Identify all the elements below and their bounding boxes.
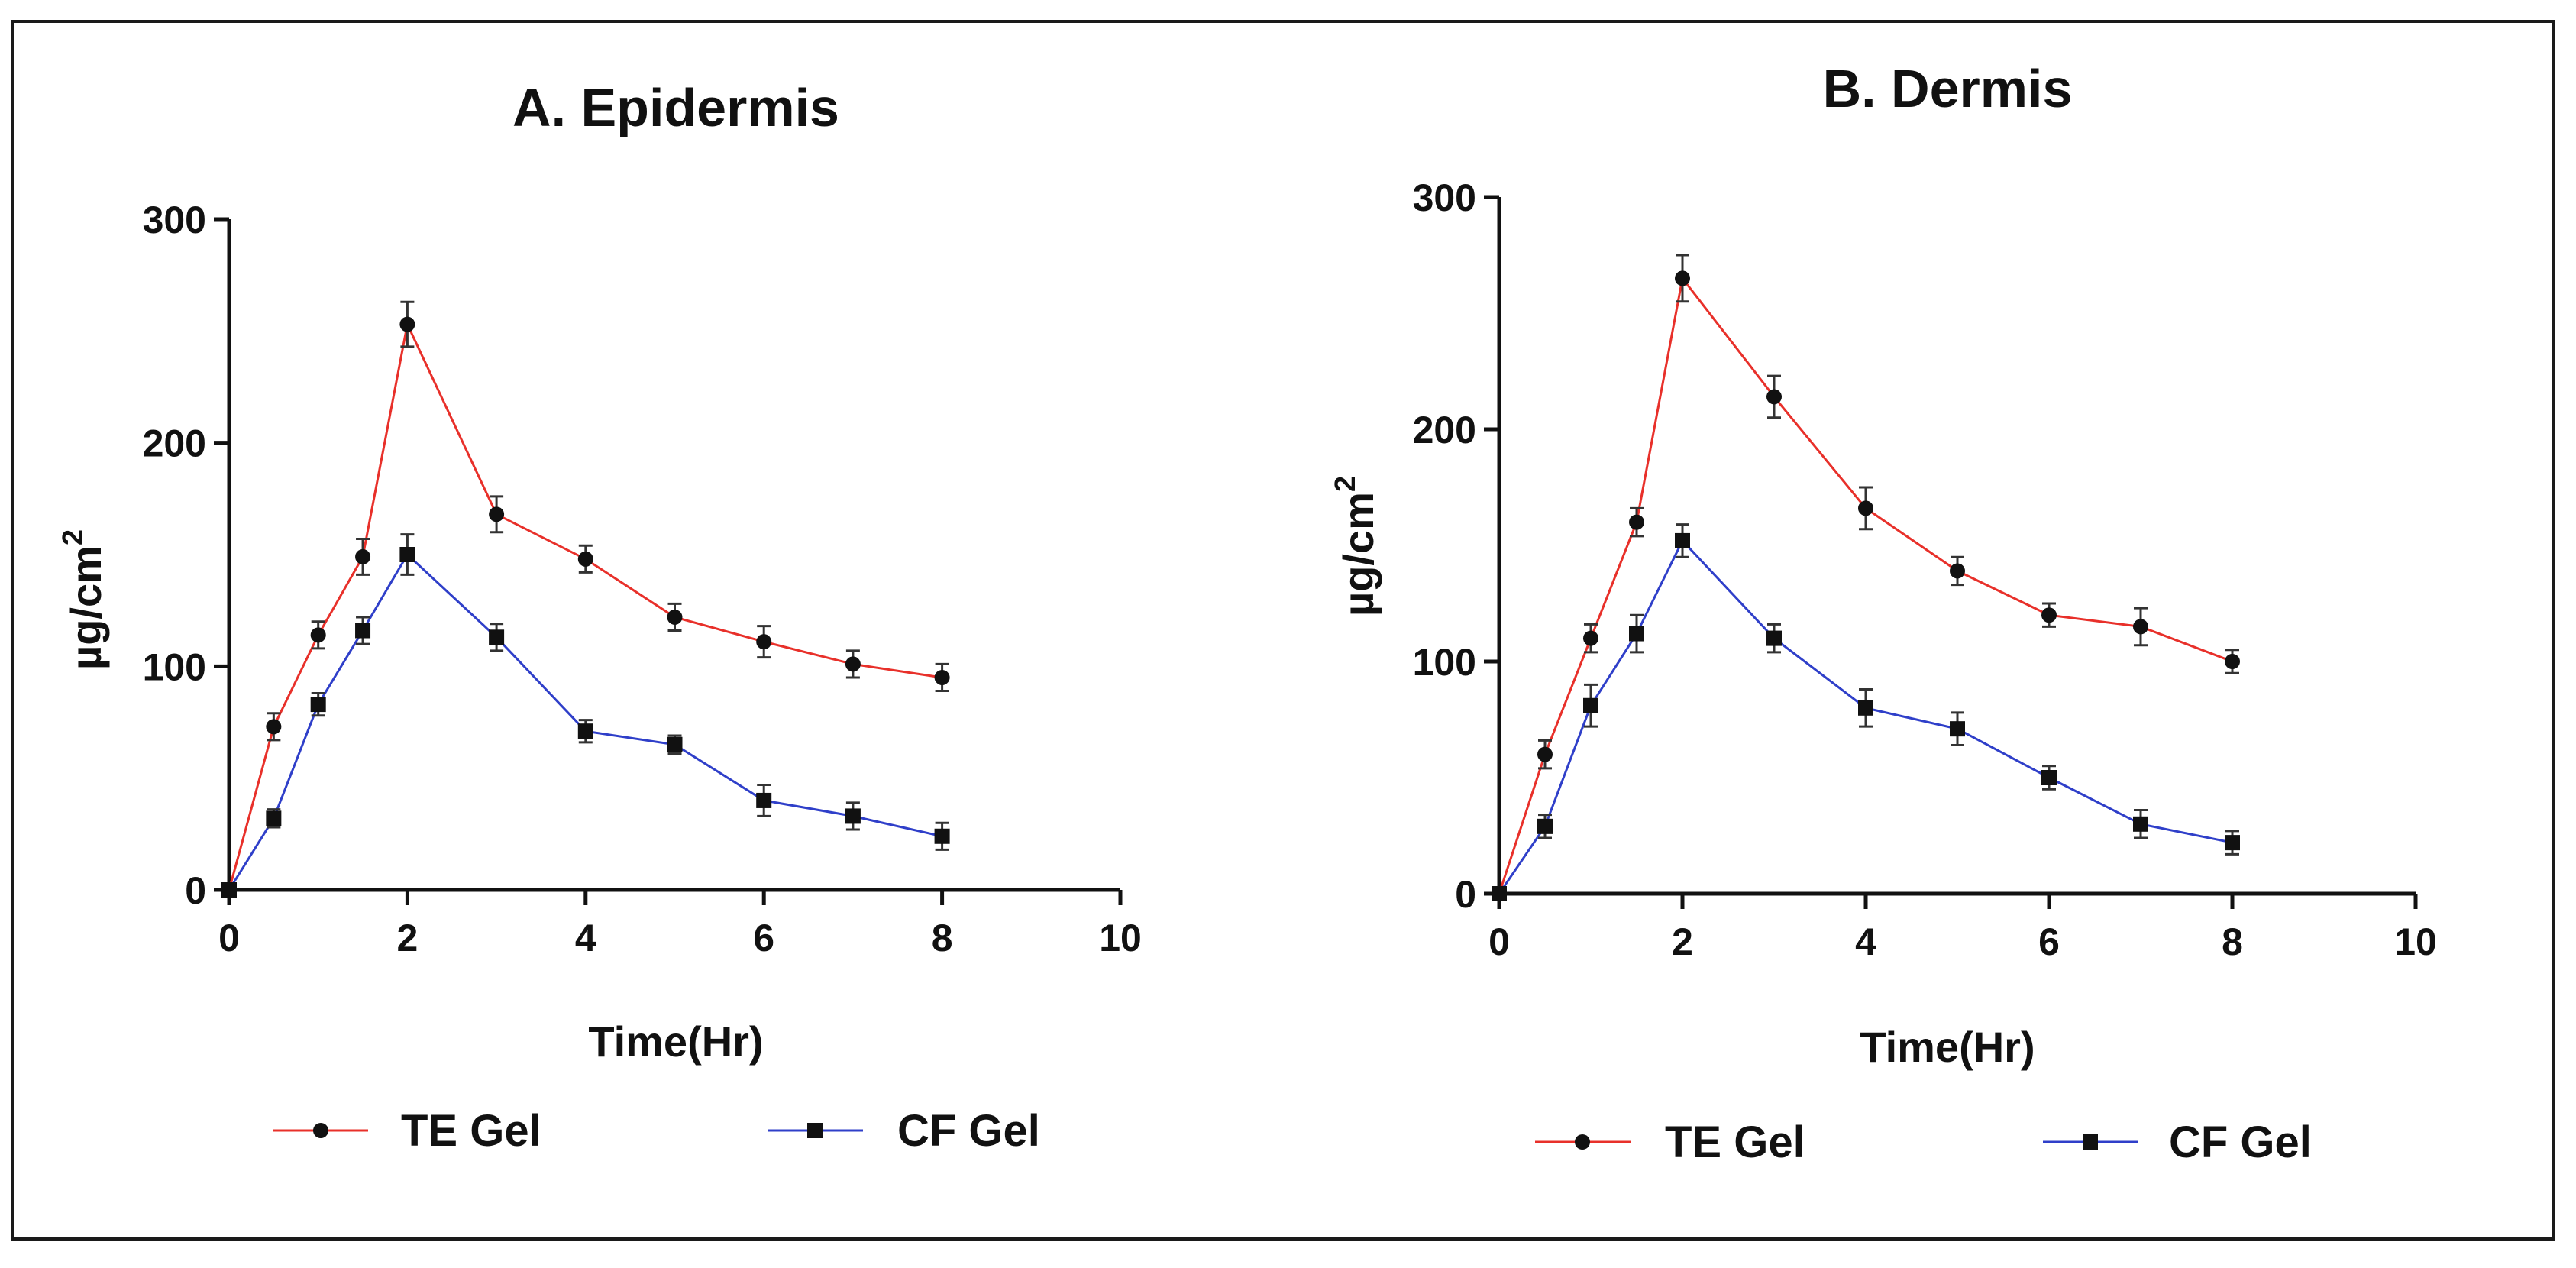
panel-a-ylabel-text: µg/cm (62, 545, 110, 670)
panel-a-te-gel-point (355, 548, 371, 564)
legend-b-cf-marker (2083, 1134, 2098, 1150)
panel-b-ylabel: µg/cm2 (1330, 476, 1382, 616)
panel-a-cf-gel-point (577, 723, 593, 739)
panel-b-y-tick-label: 300 (1413, 176, 1476, 219)
panel-a-x-tick-label: 2 (396, 917, 418, 959)
panel-b-xlabel: Time(Hr) (1860, 1023, 2035, 1071)
panel-b-cf-gel-point (2225, 835, 2240, 851)
panel-a-xlabel: Time(Hr) (588, 1017, 763, 1066)
panel-a-cf-gel-point (266, 810, 282, 826)
panel-b-te-gel-point (1537, 746, 1553, 762)
legend-b-te-label: TE Gel (1665, 1118, 1805, 1167)
panel-b-te-gel-point (1629, 514, 1644, 530)
panel-a-x-tick-label: 4 (575, 917, 596, 959)
panel-a-ylabel-sup: 2 (57, 529, 89, 545)
panel-a-cf-gel-point (489, 629, 505, 645)
legend-a-te-label: TE Gel (401, 1106, 541, 1156)
panel-a-te-gel-point (310, 627, 326, 643)
panel-b-x-tick-label: 8 (2222, 920, 2243, 963)
panel-b-x-tick-label: 6 (2038, 920, 2060, 963)
legend-a-cf-marker (807, 1123, 823, 1138)
panel-a-te-gel-point (489, 506, 505, 522)
svg-text:µg/cm2: µg/cm2 (57, 529, 110, 670)
panel-b-te-gel-point (2225, 654, 2240, 669)
panel-b-te-gel-point (1858, 500, 1873, 516)
panel-a-x-tick-label: 0 (218, 917, 240, 959)
panel-a-y-tick-label: 200 (143, 422, 206, 465)
panel-b-cf-gel-point (1766, 630, 1782, 646)
panel-a-te-gel-point (577, 551, 593, 567)
panel-a-y-tick-label: 300 (143, 199, 206, 241)
panel-b-cf-gel-point (2133, 816, 2148, 832)
svg-text:µg/cm2: µg/cm2 (1330, 476, 1382, 616)
panel-a-legend: TE Gel CF Gel (273, 1106, 1040, 1156)
panel-a-cf-gel-point (934, 828, 950, 844)
panel-a-cf-gel-point (221, 882, 237, 898)
legend-b-cf-label: CF Gel (2169, 1118, 2312, 1167)
panel-a-cf-gel-point (845, 808, 861, 824)
panel-b-cf-gel-point (1537, 818, 1553, 834)
panel-b-x-tick-label: 2 (1672, 920, 1693, 963)
panel-b-cf-gel-point (1858, 700, 1873, 716)
panel-b-cf-gel-point (2041, 770, 2057, 785)
panel-b-y-tick-label: 200 (1413, 409, 1476, 451)
panel-a-cf-gel-point (667, 736, 683, 752)
legend-a-cf-label: CF Gel (897, 1106, 1040, 1156)
panel-b-plot: 0 100 200 300 0 2 4 6 8 10 (1413, 176, 2437, 963)
panel-epidermis: A. Epidermis µg/cm2 Time(Hr) 01002003000… (57, 78, 1142, 1156)
panel-b-cf-gel-point (1492, 886, 1507, 901)
panel-b-te-gel-line (1498, 275, 2233, 894)
panel-a-te-gel-point (845, 656, 861, 672)
figure-frame (11, 20, 2555, 1241)
panel-a-x-tick-label: 6 (753, 917, 774, 959)
panel-a-cf-gel-point (756, 792, 772, 808)
panel-a-te-gel-point (266, 719, 282, 735)
panel-b-ylabel-text: µg/cm (1334, 492, 1382, 616)
panel-a-te-gel-point (667, 609, 683, 625)
panel-b-cf-gel-point (1950, 721, 1965, 737)
panel-b-ylabel-sup: 2 (1330, 476, 1362, 492)
panel-b-cf-gel-point (1675, 532, 1690, 548)
panel-a-y-tick-label: 100 (143, 645, 206, 688)
panel-b-te-gel-point (1583, 630, 1598, 646)
panel-a-ylabel: µg/cm2 (57, 529, 110, 670)
panel-a-te-gel-point (756, 634, 772, 650)
panel-b-te-gel-point (2133, 619, 2148, 635)
panel-b-te-gel-point (1766, 389, 1782, 405)
panel-b-te-gel-point (1950, 563, 1965, 579)
panel-a-te-gel-line (228, 320, 942, 891)
panel-a-y-tick-label: 0 (185, 869, 206, 912)
panel-a-x-tick-label: 8 (932, 917, 953, 959)
panel-a-title: A. Epidermis (512, 78, 839, 137)
panel-a-cf-gel-point (355, 623, 371, 639)
panel-b-x-tick-label: 0 (1488, 920, 1510, 963)
panel-b-legend: TE Gel CF Gel (1535, 1118, 2312, 1167)
panel-a-te-gel-point (934, 669, 950, 685)
panel-b-y-tick-label: 0 (1455, 873, 1476, 916)
panel-b-y-tick-label: 100 (1413, 641, 1476, 684)
panel-b-cf-gel-point (1583, 697, 1598, 713)
panel-a-cf-gel-point (310, 697, 326, 713)
panel-b-te-gel-point (2041, 607, 2057, 623)
panel-b-x-tick-label: 10 (2394, 920, 2437, 963)
panel-b-x-tick-label: 4 (1855, 920, 1876, 963)
panel-a-plot: 0 100 200 300 0 2 4 6 8 10 (143, 199, 1142, 959)
legend-a-te-marker (313, 1123, 328, 1138)
panel-a-x-tick-label: 10 (1099, 917, 1142, 959)
panel-b-title: B. Dermis (1823, 59, 2073, 118)
legend-b-te-marker (1575, 1134, 1590, 1150)
panel-a-cf-gel-point (399, 547, 415, 562)
panel-a-te-gel-point (399, 316, 415, 332)
panel-b-te-gel-point (1675, 270, 1690, 286)
panel-b-cf-gel-point (1629, 626, 1644, 642)
